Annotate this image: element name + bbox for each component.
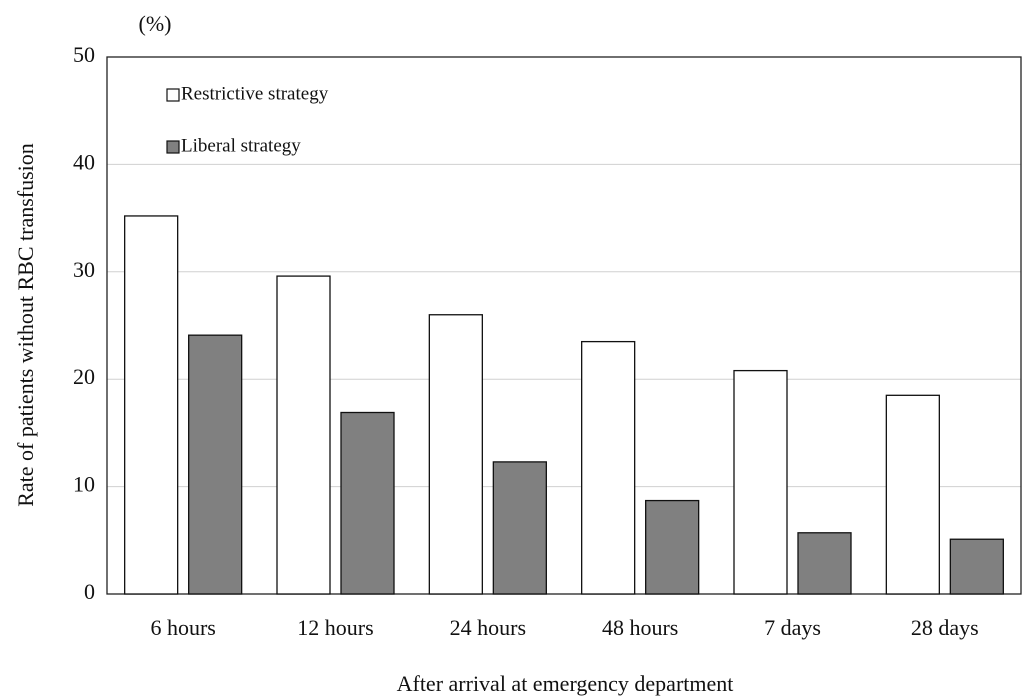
bar <box>188 334 243 595</box>
y-tick-label: 10 <box>73 472 95 497</box>
x-tick-label: 24 hours <box>450 615 526 640</box>
y-unit: (%) <box>139 11 172 36</box>
y-tick-label: 50 <box>73 42 95 67</box>
x-axis-label: After arrival at emergency department <box>397 671 734 696</box>
y-tick-label: 30 <box>73 257 95 282</box>
bar <box>733 369 788 595</box>
bar <box>949 538 1004 595</box>
bar <box>428 314 483 595</box>
bar <box>885 394 940 595</box>
bar <box>645 499 700 595</box>
y-tick-label: 0 <box>84 579 95 604</box>
legend-label: Liberal strategy <box>181 135 301 156</box>
legend-swatch <box>166 88 180 102</box>
x-tick-label: 48 hours <box>602 615 678 640</box>
bar <box>797 532 852 595</box>
x-tick-label: 12 hours <box>297 615 373 640</box>
bar <box>492 461 547 595</box>
bar <box>581 340 636 595</box>
legend-label: Restrictive strategy <box>181 83 329 104</box>
x-tick-label: 7 days <box>764 615 821 640</box>
bar <box>124 215 179 595</box>
legend-swatch <box>166 140 180 154</box>
y-axis-label: Rate of patients without RBC transfusion <box>13 143 38 507</box>
plot-frame <box>106 56 1022 595</box>
bar <box>340 411 395 595</box>
bar <box>276 275 331 595</box>
y-tick-label: 40 <box>73 149 95 174</box>
y-tick-label: 20 <box>73 364 95 389</box>
x-tick-label: 28 days <box>911 615 979 640</box>
x-tick-label: 6 hours <box>150 615 215 640</box>
